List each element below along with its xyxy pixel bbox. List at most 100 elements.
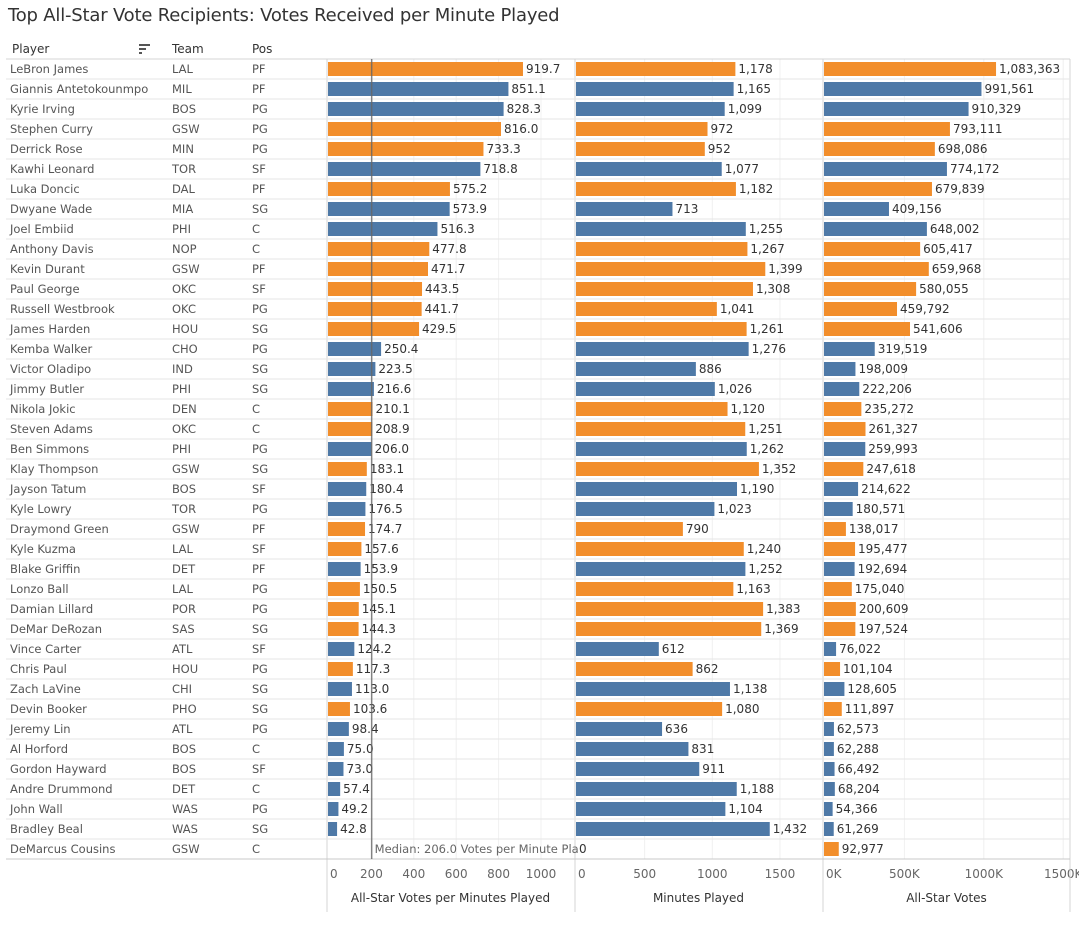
data-label-votes: 197,524	[858, 622, 908, 636]
cell-player: Zach LaVine	[10, 682, 81, 696]
cell-player: Russell Westbrook	[10, 302, 115, 316]
data-label-votes: 62,288	[837, 742, 879, 756]
bar-vpm	[328, 622, 359, 636]
table-row: Stephen Curry GSW PG 816.0 972 793,111	[6, 118, 1070, 136]
data-label-vpm: 49.2	[341, 802, 368, 816]
bar-votes	[824, 762, 835, 776]
table-row: Draymond Green GSW PF 174.7 790 138,017	[6, 518, 1070, 536]
bar-votes	[824, 342, 875, 356]
bar-vpm	[328, 482, 367, 496]
cell-player: Joel Embiid	[9, 222, 74, 236]
data-label-vpm: 117.3	[356, 662, 390, 676]
data-label-vpm: 176.5	[368, 502, 402, 516]
data-label-vpm: 145.1	[362, 602, 396, 616]
bar-min	[576, 122, 708, 136]
bar-min	[576, 82, 734, 96]
data-label-vpm: 477.8	[432, 242, 466, 256]
cell-player: Ben Simmons	[10, 442, 89, 456]
bar-vpm	[328, 362, 376, 376]
bar-vpm	[328, 562, 361, 576]
data-label-votes: 319,519	[878, 342, 928, 356]
data-label-vpm: 516.3	[440, 222, 474, 236]
column-header-player[interactable]: Player	[12, 42, 50, 56]
data-label-votes: 698,086	[938, 142, 988, 156]
cell-team: LAL	[172, 62, 194, 76]
cell-player: Stephen Curry	[10, 122, 93, 136]
cell-pos: SG	[252, 382, 268, 396]
data-label-votes: 459,792	[900, 302, 950, 316]
data-label-min: 886	[699, 362, 722, 376]
bar-min	[576, 762, 700, 776]
cell-player: Bradley Beal	[10, 822, 83, 836]
cell-player: Al Horford	[10, 742, 68, 756]
bar-vpm	[328, 782, 341, 796]
cell-team: LAL	[172, 542, 194, 556]
bar-vpm	[328, 382, 374, 396]
column-header-pos[interactable]: Pos	[252, 42, 273, 56]
data-label-min: 1,077	[725, 162, 759, 176]
cell-team: DAL	[172, 182, 196, 196]
bar-vpm	[328, 822, 338, 836]
data-label-min: 911	[702, 762, 725, 776]
data-label-min: 1,352	[762, 462, 796, 476]
bar-votes	[824, 282, 917, 296]
axis-title: All-Star Votes	[906, 891, 987, 905]
cell-pos: SG	[252, 202, 268, 216]
table-row: James Harden HOU SG 429.5 1,261 541,606	[6, 318, 1070, 336]
cell-pos: C	[252, 402, 260, 416]
cell-team: WAS	[172, 822, 198, 836]
sort-icon[interactable]	[139, 43, 151, 55]
bar-votes	[824, 502, 853, 516]
data-label-votes: 76,022	[839, 642, 881, 656]
bar-min	[576, 402, 728, 416]
data-label-vpm: 57.4	[343, 782, 370, 796]
bar-votes	[824, 122, 950, 136]
bar-min	[576, 302, 717, 316]
cell-team: TOR	[171, 162, 196, 176]
data-label-votes: 175,040	[855, 582, 905, 596]
column-header-team[interactable]: Team	[172, 42, 204, 56]
cell-player: Chris Paul	[10, 662, 67, 676]
bar-votes	[824, 802, 833, 816]
data-label-vpm: 828.3	[507, 102, 541, 116]
cell-team: IND	[172, 362, 193, 376]
bar-votes	[824, 442, 866, 456]
data-label-min: 1,399	[768, 262, 802, 276]
table-row: Klay Thompson GSW SG 183.1 1,352 247,618	[6, 458, 1070, 476]
bar-votes	[824, 582, 852, 596]
data-label-votes: 1,083,363	[999, 62, 1060, 76]
data-label-min: 790	[686, 522, 709, 536]
bar-vpm	[328, 262, 429, 276]
table-row: Paul George OKC SF 443.5 1,308 580,055	[6, 278, 1070, 296]
data-label-votes: 222,206	[862, 382, 912, 396]
bar-votes	[824, 522, 846, 536]
bar-vpm	[328, 82, 509, 96]
bar-vpm	[328, 502, 366, 516]
cell-player: Kawhi Leonard	[10, 162, 94, 176]
cell-pos: PF	[252, 262, 266, 276]
cell-pos: SG	[252, 702, 268, 716]
data-label-vpm: 575.2	[453, 182, 487, 196]
table-row: Damian Lillard POR PG 145.1 1,383 200,609	[6, 598, 1070, 616]
bar-votes	[824, 642, 837, 656]
bar-min	[576, 62, 736, 76]
table-row: Russell Westbrook OKC PG 441.7 1,041 459,792	[6, 298, 1070, 316]
cell-pos: PG	[252, 442, 268, 456]
data-label-vpm: 42.8	[340, 822, 367, 836]
data-label-vpm: 471.7	[431, 262, 465, 276]
cell-team: MIL	[172, 82, 192, 96]
bar-vpm	[328, 682, 352, 696]
table-row: Blake Griffin DET PF 153.9 1,252 192,694	[6, 558, 1070, 576]
data-label-min: 1,369	[764, 622, 798, 636]
data-label-min: 636	[665, 722, 688, 736]
cell-team: OKC	[172, 302, 196, 316]
data-label-min: 1,190	[740, 482, 774, 496]
cell-team: GSW	[172, 522, 200, 536]
data-label-vpm: 733.3	[486, 142, 520, 156]
cell-pos: PG	[252, 582, 268, 596]
data-label-vpm: 73.0	[346, 762, 373, 776]
cell-player: Jeremy Lin	[9, 722, 71, 736]
axis-tick-label: 1500K	[1044, 867, 1079, 881]
data-label-min: 1,252	[748, 562, 782, 576]
bar-min	[576, 322, 747, 336]
